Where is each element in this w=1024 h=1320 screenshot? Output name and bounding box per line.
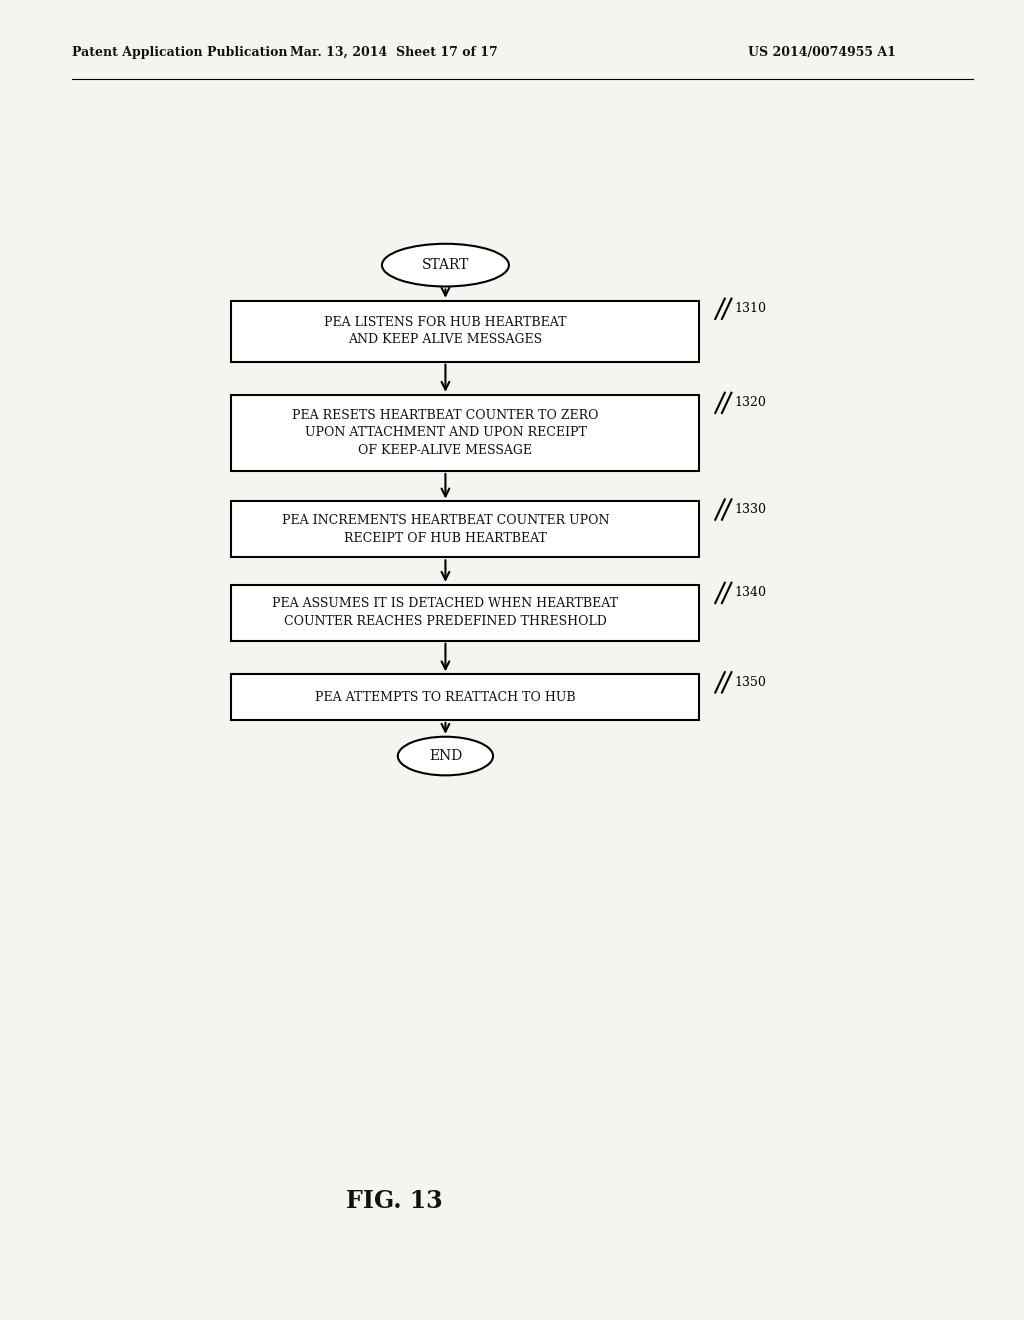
Text: Mar. 13, 2014  Sheet 17 of 17: Mar. 13, 2014 Sheet 17 of 17 <box>291 46 498 59</box>
FancyBboxPatch shape <box>231 585 699 640</box>
Text: PEA ASSUMES IT IS DETACHED WHEN HEARTBEAT
COUNTER REACHES PREDEFINED THRESHOLD: PEA ASSUMES IT IS DETACHED WHEN HEARTBEA… <box>272 598 618 628</box>
FancyBboxPatch shape <box>231 395 699 471</box>
Text: Patent Application Publication: Patent Application Publication <box>72 46 287 59</box>
Text: START: START <box>422 259 469 272</box>
Text: FIG. 13: FIG. 13 <box>346 1189 442 1213</box>
Ellipse shape <box>398 737 494 775</box>
Text: END: END <box>429 748 462 763</box>
Text: US 2014/0074955 A1: US 2014/0074955 A1 <box>748 46 895 59</box>
Text: 1340: 1340 <box>734 586 766 599</box>
Text: 1310: 1310 <box>734 302 766 315</box>
Text: PEA ATTEMPTS TO REATTACH TO HUB: PEA ATTEMPTS TO REATTACH TO HUB <box>315 690 575 704</box>
FancyBboxPatch shape <box>231 301 699 362</box>
Text: PEA INCREMENTS HEARTBEAT COUNTER UPON
RECEIPT OF HUB HEARTBEAT: PEA INCREMENTS HEARTBEAT COUNTER UPON RE… <box>282 513 609 545</box>
Text: 1330: 1330 <box>734 503 766 516</box>
Text: 1350: 1350 <box>734 676 766 689</box>
Text: 1320: 1320 <box>734 396 766 409</box>
FancyBboxPatch shape <box>231 502 699 557</box>
Text: PEA LISTENS FOR HUB HEARTBEAT
AND KEEP ALIVE MESSAGES: PEA LISTENS FOR HUB HEARTBEAT AND KEEP A… <box>325 315 566 346</box>
Text: PEA RESETS HEARTBEAT COUNTER TO ZERO
UPON ATTACHMENT AND UPON RECEIPT
OF KEEP-AL: PEA RESETS HEARTBEAT COUNTER TO ZERO UPO… <box>292 409 599 457</box>
Ellipse shape <box>382 244 509 286</box>
FancyBboxPatch shape <box>231 675 699 719</box>
